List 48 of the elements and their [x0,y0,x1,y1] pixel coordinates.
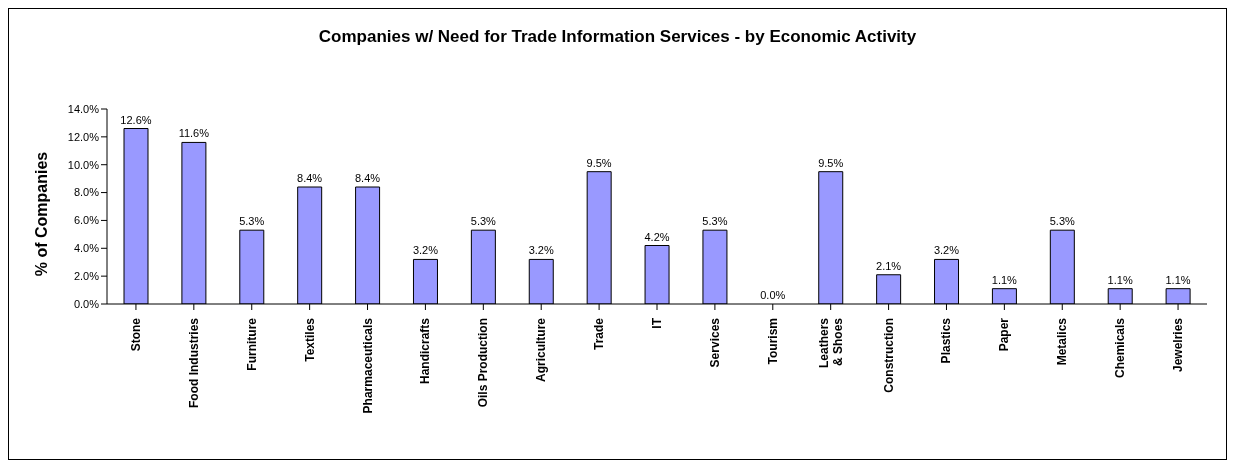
y-tick-label: 4.0% [73,242,100,255]
x-tick-label: Food Industries [186,317,201,408]
x-tick-label: Pharmaceuticals [360,317,375,414]
x-tick-label: Trade [592,317,607,351]
x-tick-label: Paper [997,317,1012,352]
x-tick-label: Handicrafts [418,317,433,385]
data-label: 5.3% [239,215,265,228]
chart-title: Companies w/ Need for Trade Information Services - by Economic Activity [317,27,918,47]
y-tick-label: 6.0% [73,214,100,227]
x-tick-label: Agriculture [534,317,549,383]
x-tick-label: Chemicals [1113,317,1128,379]
x-tick-label: Metalics [1055,317,1070,366]
x-tick-label: IT [650,317,664,329]
x-tick-label: Oils Production [476,318,491,408]
data-label: 8.4% [297,172,323,184]
y-axis-title: % of Companies [33,151,51,277]
y-tick-label: 8.0% [73,186,100,199]
data-label: 3.2% [933,244,960,257]
x-tick-label: Textiles [302,317,317,362]
data-label: 12.6% [120,113,152,126]
y-tick-label: 0.0% [73,297,100,310]
data-label: 5.3% [470,215,497,228]
data-label: 9.5% [818,156,844,169]
x-tick-label: Tourism [765,318,780,365]
x-tick-label: Furniture [244,317,259,371]
y-tick-label: 10.0% [67,158,100,171]
data-label: 1.1% [1165,273,1191,286]
data-label: 0.0% [760,289,786,301]
y-tick-label: 14.0% [67,102,100,115]
data-label: 4.2% [644,230,670,243]
data-label: 11.6% [178,127,210,140]
data-label: 1.1% [1107,273,1133,286]
x-tick-label: Plastics [939,317,954,364]
x-tick-label: Construction [881,318,896,393]
data-label: 5.3% [1049,215,1076,228]
x-tick-label: Services [707,317,722,368]
data-label: 1.1% [991,273,1018,286]
x-tick-label: Leathers & Shoes [816,317,845,369]
y-tick-label: 2.0% [73,270,100,283]
x-tick-label: Jewelries [1171,317,1186,373]
data-label: 9.5% [586,156,612,169]
x-tick-label: Stone [128,317,143,352]
data-label: 2.1% [876,259,902,272]
data-label: 3.2% [528,244,554,257]
data-label: 3.2% [412,244,439,257]
y-tick-label: 12.0% [67,130,100,143]
data-label: 8.4% [354,172,381,184]
data-label: 5.3% [702,215,728,228]
